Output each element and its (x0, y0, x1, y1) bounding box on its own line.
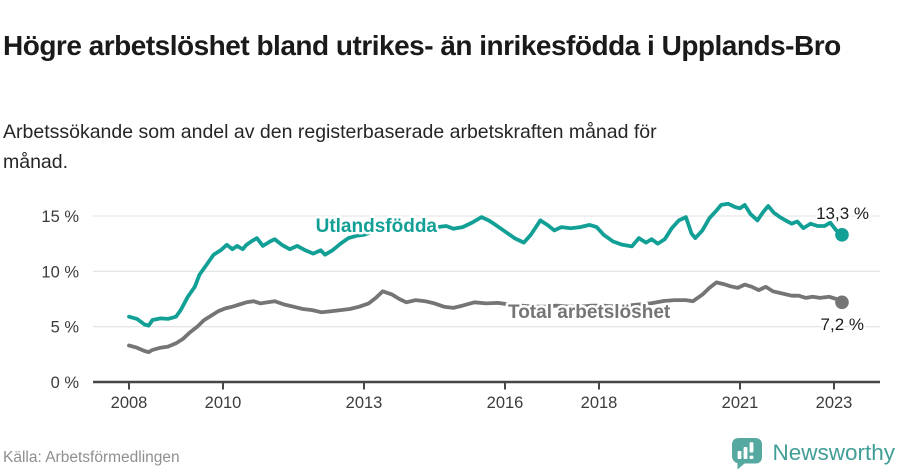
x-tick-label-2023: 2023 (816, 394, 853, 412)
chart-generated-layer: 2008 2010 2013 2016 2018 2021 2023 0 % 5 % 10 % 15… (41, 201, 880, 412)
y-tick-label-15: 15 % (41, 208, 79, 226)
series-line-utlandsfodda (127, 201, 844, 328)
y-tick-label-0: 0 % (51, 374, 80, 392)
series-label-total-arbetsloshet: Total arbetslöshet (508, 302, 671, 323)
x-tick-label-2021: 2021 (722, 394, 759, 412)
y-tick-label-5: 5 % (51, 319, 80, 337)
source-note: Källa: Arbetsförmedlingen (3, 449, 180, 466)
series-end-dot-utlandsfodda (835, 228, 849, 242)
newsworthy-logo: Newsworthy (730, 436, 895, 470)
series-end-dot-total (835, 295, 849, 310)
end-value-label-total: 7,2 % (821, 315, 864, 334)
x-tick-label-2013: 2013 (346, 394, 383, 412)
x-tick-label-2016: 2016 (487, 394, 524, 412)
brand-name: Newsworthy (772, 440, 895, 465)
x-tick-label-2018: 2018 (581, 394, 618, 412)
series-label-utlandsfodda: Utlandsfödda (316, 216, 438, 237)
x-tick-label-2010: 2010 (205, 394, 242, 412)
page-title: Högre arbetslöshet bland utrikes- än inr… (3, 29, 841, 61)
series-line-total (127, 280, 844, 355)
page-subtitle: Arbetssökande som andel av den registerb… (3, 120, 657, 173)
newsworthy-bubble-chart-icon (732, 438, 763, 470)
y-tick-label-10: 10 % (41, 263, 79, 281)
x-tick-label-2008: 2008 (111, 394, 148, 412)
end-value-label-utlandsfodda: 13,3 % (816, 204, 869, 223)
